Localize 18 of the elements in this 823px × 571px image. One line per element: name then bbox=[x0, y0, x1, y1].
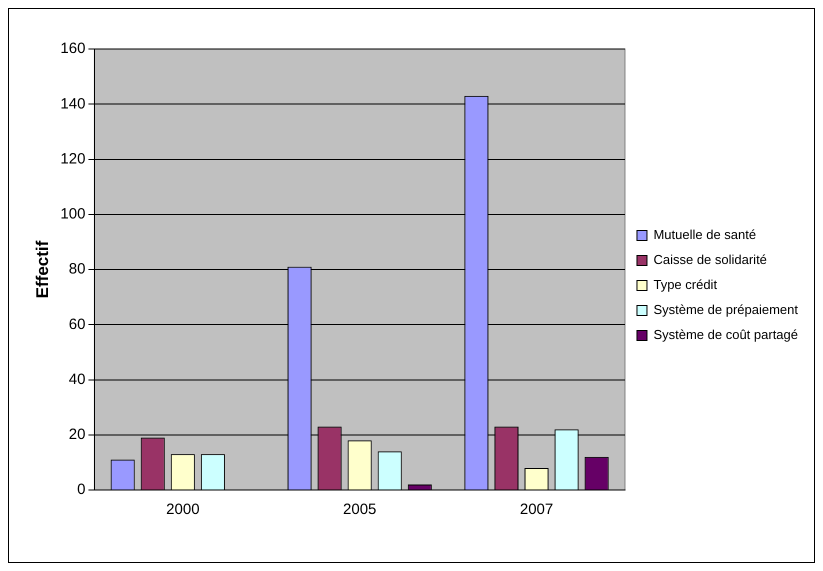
legend-label: Système de coût partagé bbox=[653, 327, 798, 342]
y-tick-label: 80 bbox=[68, 260, 86, 278]
x-tick-label: 2005 bbox=[343, 501, 376, 518]
y-tick-label: 20 bbox=[68, 426, 86, 444]
legend-label: Caisse de solidarité bbox=[653, 252, 767, 268]
x-tick-label: 2007 bbox=[520, 501, 554, 518]
x-tick-label: 2000 bbox=[166, 501, 200, 518]
legend-label: Type crédit bbox=[653, 277, 718, 292]
y-tick-label: 140 bbox=[60, 95, 86, 112]
y-tick-label: 100 bbox=[60, 206, 86, 223]
y-tick-label: 160 bbox=[60, 40, 86, 58]
legend-label: Système de prépaiement bbox=[653, 302, 798, 318]
y-tick-label: 0 bbox=[77, 481, 86, 498]
y-tick-label: 60 bbox=[68, 316, 86, 333]
y-tick-label: 40 bbox=[68, 370, 86, 388]
y-tick-label: 120 bbox=[60, 150, 86, 168]
legend-label: Mutuelle de santé bbox=[653, 227, 756, 242]
y-axis-title: Effectif bbox=[32, 240, 52, 298]
